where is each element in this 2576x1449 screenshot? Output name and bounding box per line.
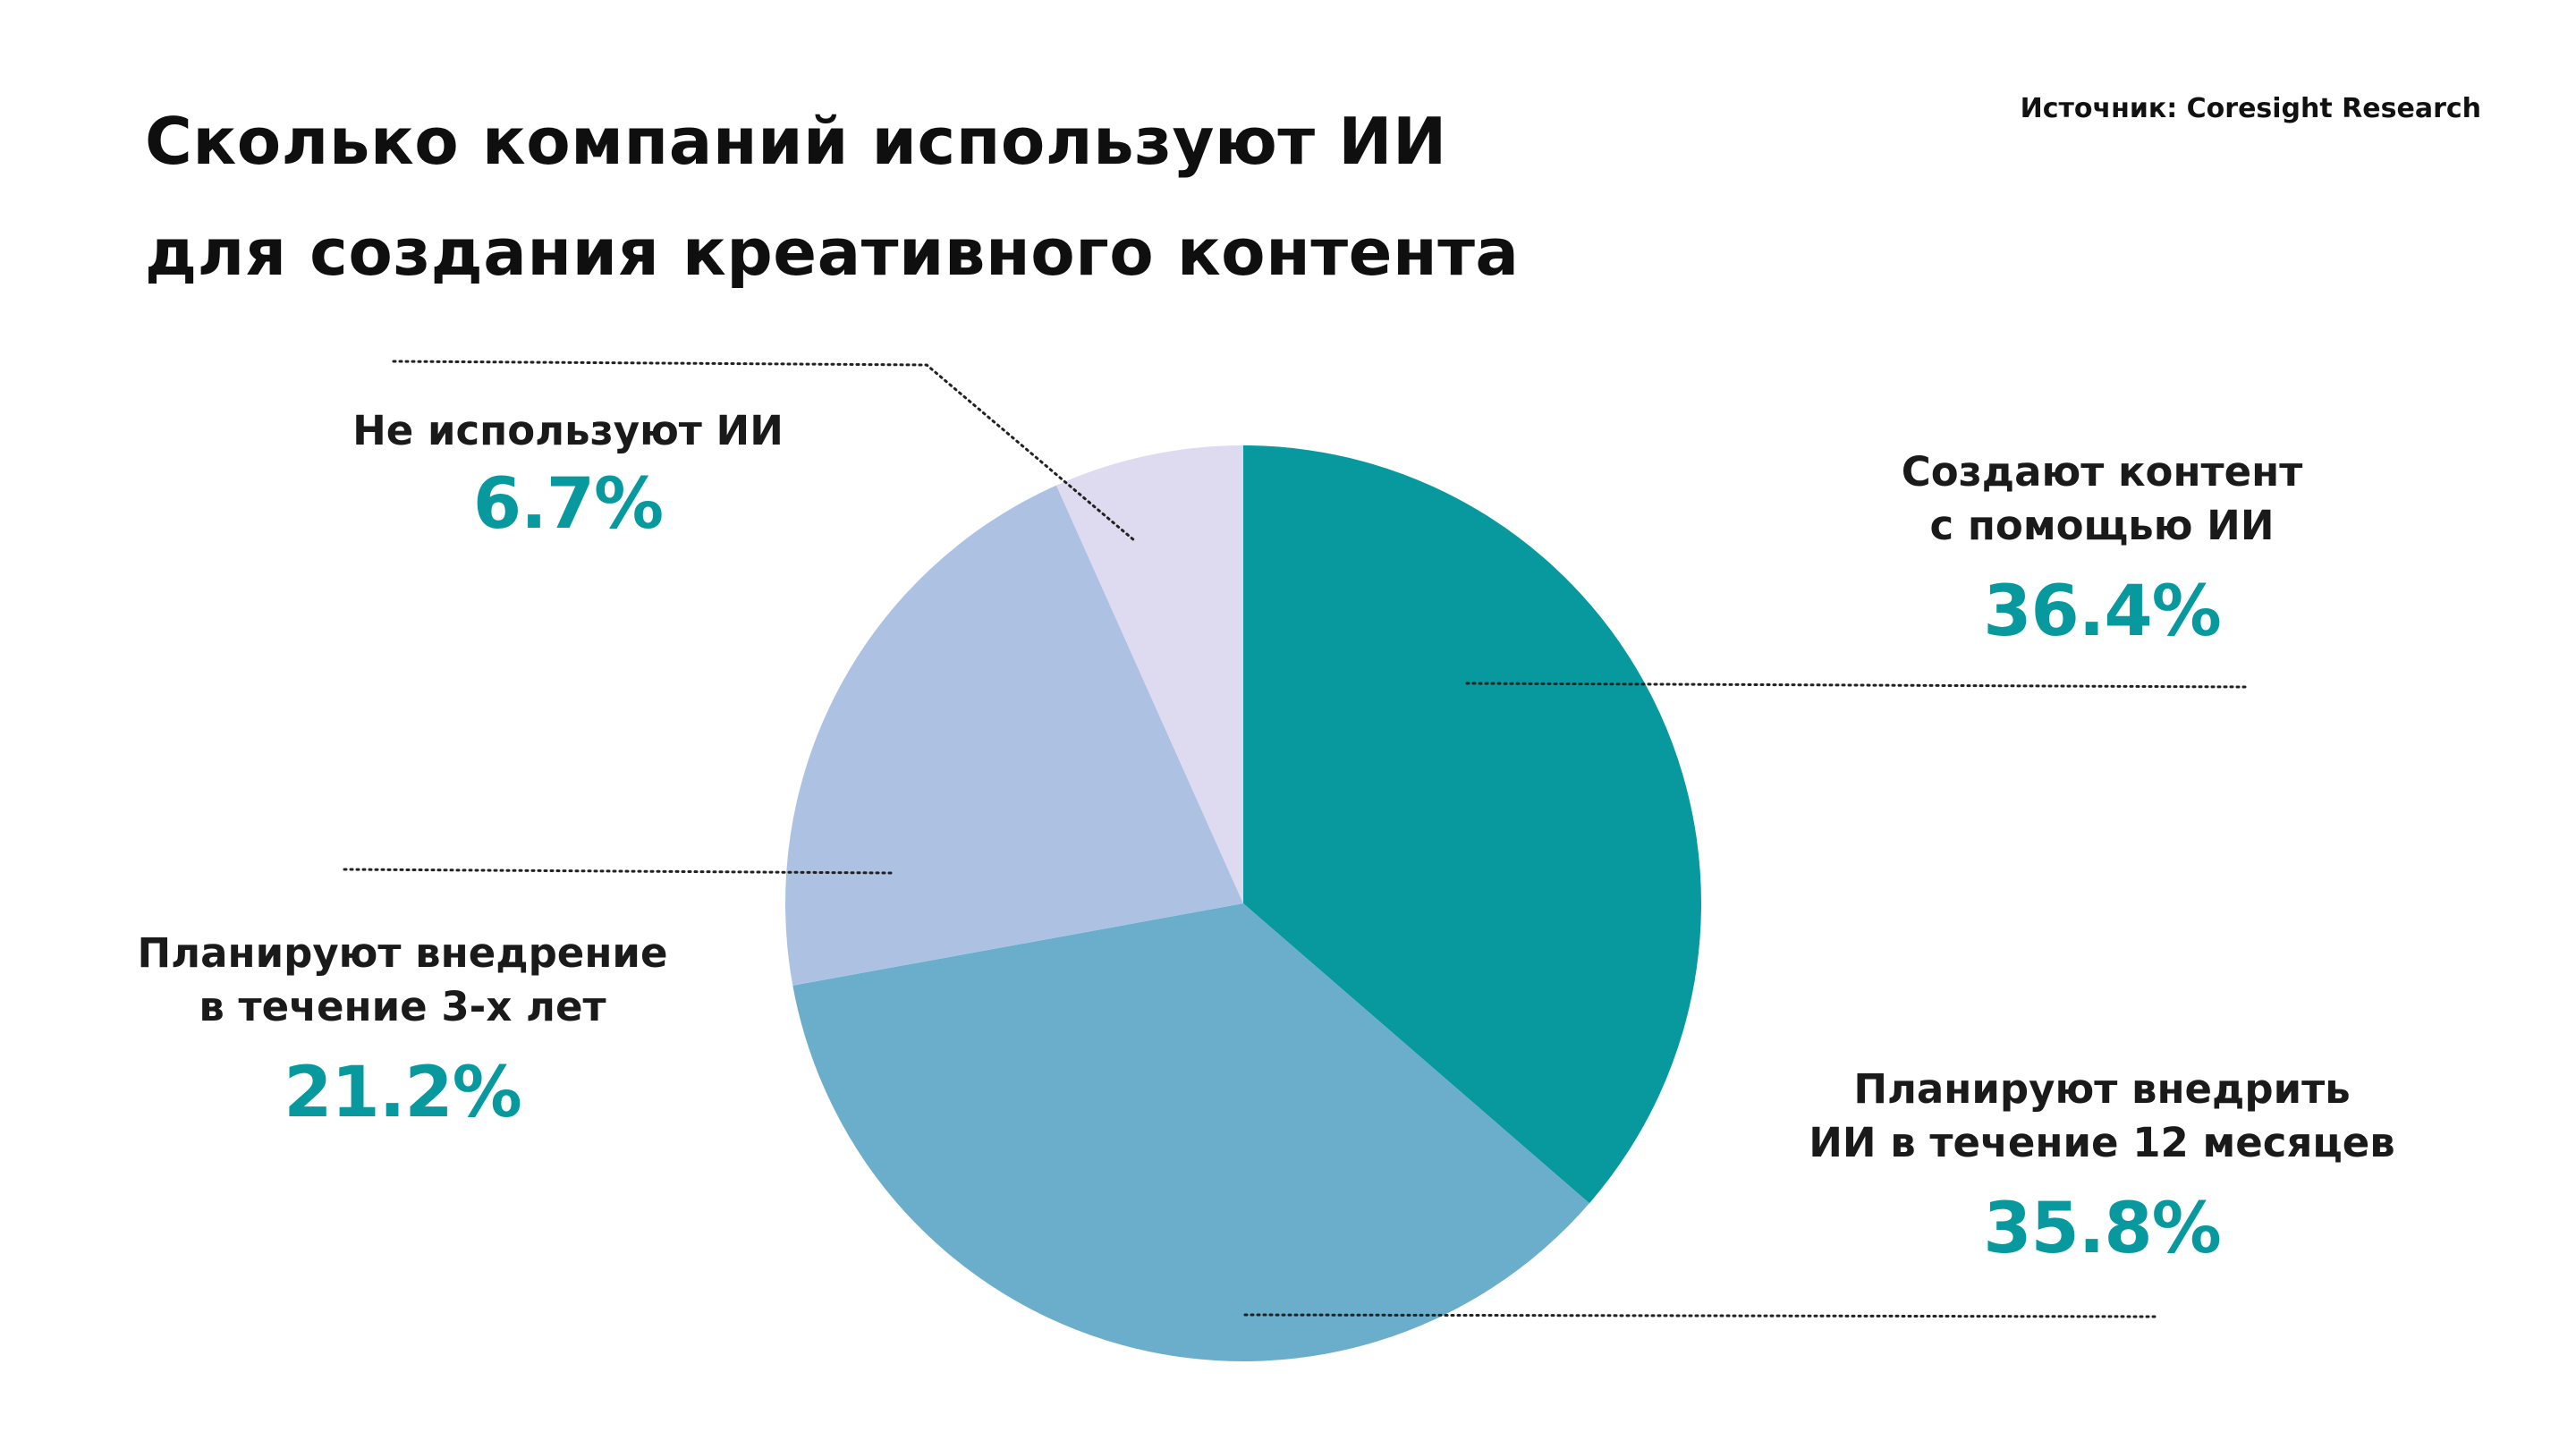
slice-label-4-text: Не используют ИИ [291, 404, 845, 458]
slice-label-4-line-1: Не используют ИИ [352, 407, 784, 454]
slice-label-3-line-1: Планируют внедрение [137, 929, 668, 977]
pie-slices [784, 445, 1701, 1362]
slice-label-1-text: Создают контент с помощью ИИ [1825, 445, 2379, 553]
slice-label-1-line-2: с помощью ИИ [1929, 502, 2275, 549]
slice-label-1-line-1: Создают контент [1901, 448, 2303, 496]
pie-slice-1 [1243, 445, 1701, 1204]
slice-label-2: Планируют внедрить ИИ в течение 12 месяц… [1780, 1063, 2424, 1272]
leader-lines [343, 360, 2249, 1318]
slice-label-4: Не используют ИИ 6.7% [291, 404, 845, 547]
slice-value-1: 36.4% [1983, 572, 2222, 652]
slice-value-4: 6.7% [472, 464, 664, 545]
leader-line-slice-4 [392, 360, 1136, 542]
leader-line-slice-3 [343, 868, 894, 875]
chart-title-line-1: Сколько компаний используют ИИ [145, 104, 1447, 179]
leader-line-slice-1 [1465, 682, 2249, 689]
slice-label-1: Создают контент с помощью ИИ 36.4% [1825, 445, 2379, 655]
chart-title: Сколько компаний используют ИИ для созда… [145, 86, 1520, 308]
chart-title-line-2: для создания креативного контента [145, 215, 1520, 290]
slice-label-3-line-2: в течение 3-х лет [199, 983, 606, 1030]
pie-slice-4 [1055, 445, 1243, 903]
slice-label-2-line-2: ИИ в течение 12 месяцев [1809, 1119, 2395, 1166]
slice-label-2-text: Планируют внедрить ИИ в течение 12 месяц… [1780, 1063, 2424, 1170]
pie-slice-2 [792, 903, 1589, 1362]
source-note: Источник: Coresight Research [2020, 93, 2481, 124]
slice-value-3: 21.2% [284, 1053, 522, 1133]
slice-value-2: 35.8% [1983, 1189, 2222, 1269]
pie-slice-3 [784, 485, 1243, 986]
slice-label-2-line-1: Планируют внедрить [1853, 1065, 2351, 1113]
leader-line-slice-2 [1243, 1313, 2159, 1318]
slice-label-3-text: Планируют внедрение в течение 3-х лет [98, 927, 707, 1034]
slice-label-3: Планируют внедрение в течение 3-х лет 21… [98, 927, 707, 1136]
